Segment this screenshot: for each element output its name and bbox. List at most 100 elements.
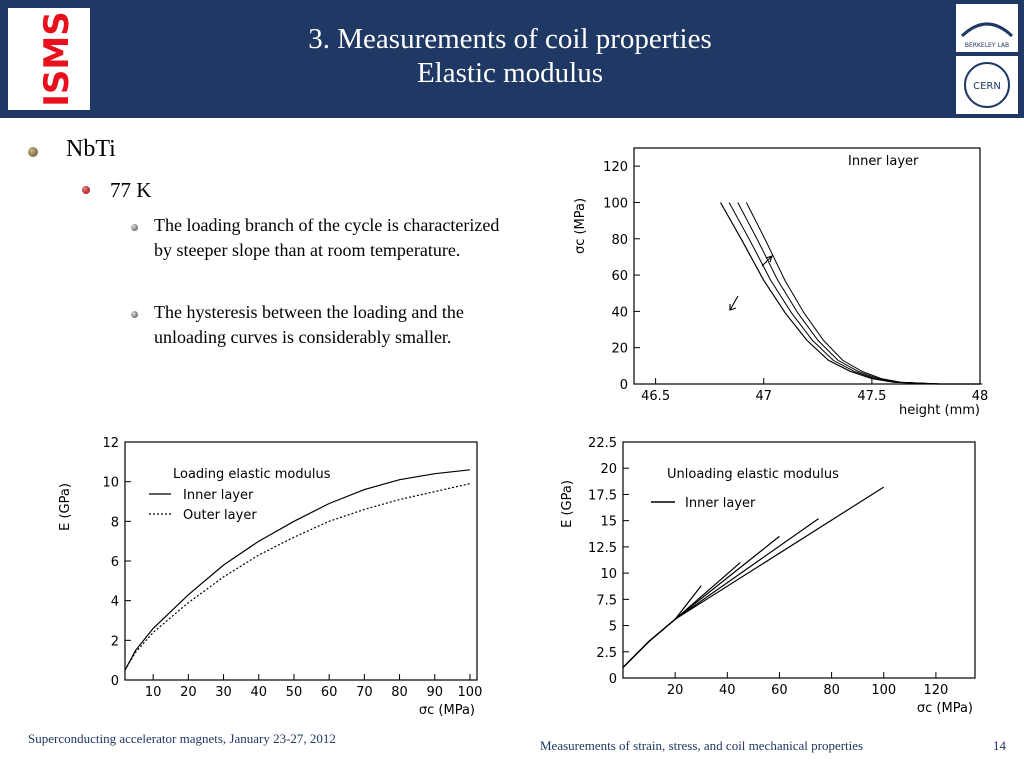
chart1-xtick-label: 50 xyxy=(286,685,303,700)
chart0-ytick-label: 40 xyxy=(611,305,628,320)
chart0-ytick-label: 100 xyxy=(603,196,628,211)
chart2-ylabel: E (GPa) xyxy=(560,480,575,528)
footer-topic: Measurements of strain, stress, and coil… xyxy=(540,738,864,753)
bullet-dot-level3-b xyxy=(131,311,138,318)
chart1-title: Loading elastic modulus xyxy=(173,467,331,482)
chart-unloading-svg: Unloading elastic modulus Inner layer σc… xyxy=(560,436,976,716)
chart0-arrow-down xyxy=(729,295,739,311)
berkeley-lab-logo xyxy=(956,4,1018,52)
chart0-hysteresis-branch xyxy=(737,202,982,385)
chart2-ytick-label: 5 xyxy=(609,620,617,635)
chart2-ytick-label: 17.5 xyxy=(588,488,617,503)
footer-course: Superconducting accelerator magnets, Jan… xyxy=(28,731,336,746)
chart2-ytick-label: 7.5 xyxy=(596,593,617,608)
chart2-ytick-label: 20 xyxy=(600,462,617,477)
chart-loading-svg: Loading elastic modulus Inner layer Oute… xyxy=(58,436,483,718)
chart1-ylabel: E (GPa) xyxy=(58,483,73,531)
chart0-xtick-label: 47 xyxy=(755,389,772,404)
chart1-xtick-label: 80 xyxy=(391,685,408,700)
berkeley-lab-arch xyxy=(960,22,1014,38)
chart2-xtick-label: 20 xyxy=(667,683,684,698)
chart1-xtick-label: 30 xyxy=(215,685,232,700)
chart0-ytick-label: 20 xyxy=(611,342,628,357)
page-title: 3. Measurements of coil properties Elast… xyxy=(120,22,900,90)
chart0-ytick-label: 80 xyxy=(611,233,628,248)
chart1-xtick-label: 40 xyxy=(250,685,267,700)
chart1-series-line xyxy=(124,469,471,671)
bullet-dot-level3-a xyxy=(131,224,138,231)
chart0-arrow-up xyxy=(761,255,773,267)
chart2-xtick-label: 40 xyxy=(719,683,736,698)
chart1-legend-outer: Outer layer xyxy=(183,508,257,523)
chart0-xtick-label: 48 xyxy=(972,389,989,404)
isms-logo-text: ISMS xyxy=(37,11,77,106)
chart0-frame xyxy=(633,147,981,385)
chart2-ytick-label: 10 xyxy=(600,567,617,582)
isms-logo: ISMS xyxy=(8,8,90,110)
chart-unloading-elastic-modulus: Unloading elastic modulus Inner layer σc… xyxy=(555,432,985,720)
chart1-xtick-label: 10 xyxy=(145,685,162,700)
chart0-xtick-label: 47.5 xyxy=(857,389,886,404)
slide-header: ISMS 3. Measurements of coil properties … xyxy=(0,0,1024,118)
title-line-1: 3. Measurements of coil properties xyxy=(308,23,712,55)
bullet-loading-branch: The loading branch of the cycle is chara… xyxy=(154,215,500,260)
chart-loading-elastic-modulus: Loading elastic modulus Inner layer Oute… xyxy=(55,432,495,720)
chart2-title: Unloading elastic modulus xyxy=(667,467,839,482)
chart0-ytick-label: 60 xyxy=(611,269,628,284)
chart-inner-layer-svg: Inner layer height (mm) σc (MPa) 0 20 40 60… xyxy=(573,147,989,418)
bullet-nbti: NbTi xyxy=(66,136,116,162)
chart2-frame xyxy=(622,441,976,679)
chart2-series-line xyxy=(622,486,885,668)
cern-logo xyxy=(956,56,1018,114)
bullet-dot-level1 xyxy=(28,147,38,157)
partner-logos: BERKELEY LAB CERN xyxy=(954,2,1020,116)
cern-logo-ring xyxy=(964,62,1010,108)
chart2-ytick-label: 22.5 xyxy=(588,436,617,451)
chart2-ytick-label: 15 xyxy=(600,515,617,530)
chart0-xlabel: height (mm) xyxy=(899,403,980,418)
chart0-ylabel: σc (MPa) xyxy=(573,198,588,254)
cern-logo-text: CERN xyxy=(973,81,1001,92)
chart1-xtick-label: 60 xyxy=(321,685,338,700)
chart2-series-line xyxy=(622,535,780,668)
chart2-ytick-label: 2.5 xyxy=(596,646,617,661)
bullet-77k: 77 K xyxy=(110,178,152,202)
title-line-2: Elastic modulus xyxy=(416,57,604,89)
chart1-ytick-label: 10 xyxy=(102,476,119,491)
chart2-xtick-label: 60 xyxy=(771,683,788,698)
chart1-ytick-label: 2 xyxy=(111,634,119,649)
chart1-xtick-label: 20 xyxy=(180,685,197,700)
bullet-hysteresis: The hysteresis between the loading and t… xyxy=(154,302,464,347)
chart2-xlabel: σc (MPa) xyxy=(917,701,973,716)
chart1-xtick-label: 100 xyxy=(458,685,483,700)
chart1-xtick-label: 90 xyxy=(426,685,443,700)
chart2-series-line xyxy=(622,518,819,668)
page-number: 14 xyxy=(993,738,1006,753)
chart0-series-line xyxy=(719,202,980,385)
chart0-xtick-label: 46.5 xyxy=(641,389,670,404)
berkeley-lab-text: BERKELEY LAB xyxy=(965,42,1009,49)
chart0-hysteresis-branch xyxy=(745,202,983,385)
chart1-legend-inner: Inner layer xyxy=(183,488,254,503)
chart1-ytick-label: 6 xyxy=(111,555,119,570)
chart0-legend-label: Inner layer xyxy=(848,154,919,169)
chart1-xtick-label: 70 xyxy=(356,685,373,700)
chart1-ytick-label: 4 xyxy=(111,595,119,610)
chart2-ytick-label: 12.5 xyxy=(588,541,617,556)
chart-inner-layer-stress-height: Inner layer height (mm) σc (MPa) 0 20 40 60… xyxy=(570,140,998,422)
chart1-ytick-label: 12 xyxy=(102,436,119,451)
chart2-xtick-label: 100 xyxy=(871,683,896,698)
chart2-xtick-label: 80 xyxy=(823,683,840,698)
bullet-dot-level2 xyxy=(82,186,90,194)
chart2-xtick-label: 120 xyxy=(923,683,948,698)
chart1-ytick-label: 8 xyxy=(111,515,119,530)
chart1-ytick-label: 0 xyxy=(111,674,119,689)
chart0-ytick-label: 0 xyxy=(620,378,628,393)
chart0-ytick-label: 120 xyxy=(603,160,628,175)
isms-logo-graphic: ISMS xyxy=(8,8,90,110)
chart2-ytick-label: 0 xyxy=(609,672,617,687)
chart1-xlabel: σc (MPa) xyxy=(419,703,475,718)
chart1-series-line xyxy=(124,483,471,671)
chart2-legend-inner: Inner layer xyxy=(685,496,756,511)
chart0-hysteresis-branch xyxy=(728,202,981,385)
